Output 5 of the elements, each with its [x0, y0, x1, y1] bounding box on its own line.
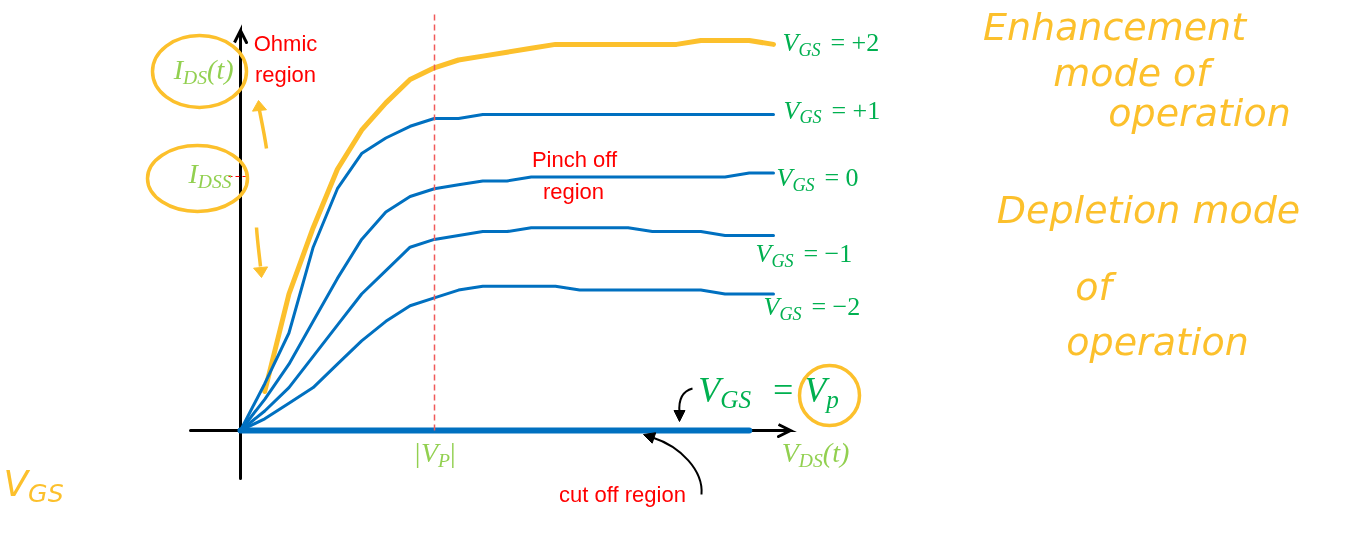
- annotation: Ohmic region: [253, 30, 318, 87]
- text: cut off region: [559, 481, 686, 507]
- text: Depletion mode of operation: [996, 187, 1301, 364]
- annotation: Pinch off region: [531, 146, 618, 204]
- text: Enhancement mode of operation: [982, 4, 1291, 135]
